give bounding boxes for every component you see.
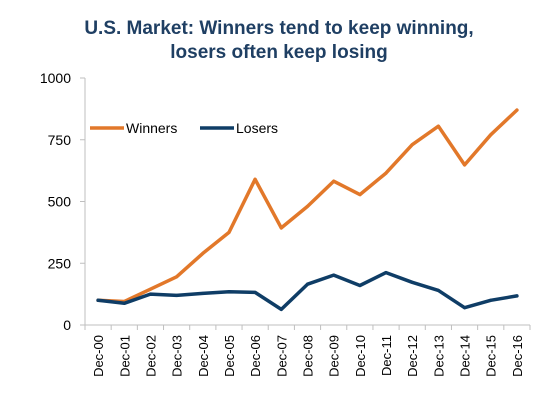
x-tick-label: Dec-14 xyxy=(458,335,473,377)
data-point-winners xyxy=(201,251,205,255)
data-point-winners xyxy=(436,124,440,128)
x-tick-label: Dec-12 xyxy=(405,335,420,377)
x-tick-label: Dec-03 xyxy=(170,335,185,377)
data-point-losers xyxy=(306,282,309,286)
x-tick-label: Dec-04 xyxy=(196,335,211,377)
data-point-losers xyxy=(122,301,126,305)
data-point-winners xyxy=(489,133,493,137)
x-tick-label: Dec-06 xyxy=(248,335,263,377)
data-point-losers xyxy=(410,280,414,284)
data-point-losers xyxy=(515,294,519,298)
x-tick-label: Dec-01 xyxy=(117,335,132,377)
legend-label-winners: Winners xyxy=(126,120,177,136)
data-point-losers xyxy=(148,292,152,296)
data-point-losers xyxy=(384,271,388,275)
data-point-winners xyxy=(175,275,179,279)
data-point-losers xyxy=(489,298,493,302)
data-point-losers xyxy=(463,306,467,310)
x-tick-label: Dec-05 xyxy=(222,335,237,377)
data-point-winners xyxy=(306,204,309,208)
x-tick-label: Dec-15 xyxy=(484,335,499,377)
data-point-winners xyxy=(227,230,231,234)
data-point-winners xyxy=(332,179,336,183)
data-point-winners xyxy=(253,177,257,181)
data-point-winners xyxy=(410,143,414,147)
y-tick-label: 500 xyxy=(48,194,72,210)
x-tick-label: Dec-13 xyxy=(431,335,446,377)
data-point-losers xyxy=(279,307,283,311)
data-point-losers xyxy=(253,290,257,294)
y-tick-label: 0 xyxy=(63,317,71,333)
data-point-winners xyxy=(463,163,467,167)
data-point-losers xyxy=(332,273,336,277)
data-point-losers xyxy=(201,291,205,295)
legend-label-losers: Losers xyxy=(236,120,278,136)
x-tick-label: Dec-09 xyxy=(327,335,342,377)
data-point-losers xyxy=(358,284,362,287)
x-tick-label: Dec-11 xyxy=(379,335,394,376)
data-point-losers xyxy=(175,293,179,297)
x-tick-label: Dec-00 xyxy=(91,335,106,377)
chart-title: U.S. Market: Winners tend to keep winnin… xyxy=(84,18,474,39)
x-tick-label: Dec-02 xyxy=(143,335,158,377)
y-tick-label: 250 xyxy=(48,255,72,271)
y-tick-label: 1000 xyxy=(40,70,71,86)
x-tick-label: Dec-08 xyxy=(301,335,316,377)
data-point-winners xyxy=(279,226,283,230)
data-point-losers xyxy=(436,288,440,292)
data-point-losers xyxy=(96,298,100,302)
data-point-winners xyxy=(515,108,519,112)
series-line-losers xyxy=(96,270,519,312)
x-tick-label: Dec-16 xyxy=(510,335,525,377)
data-point-losers xyxy=(227,290,231,294)
x-tick-label: Dec-07 xyxy=(274,335,289,377)
data-point-winners xyxy=(358,193,362,197)
data-point-winners xyxy=(148,287,152,291)
chart-subtitle: losers often keep losing xyxy=(170,42,388,63)
y-tick-label: 750 xyxy=(48,132,72,148)
x-tick-label: Dec-10 xyxy=(353,335,368,377)
data-point-winners xyxy=(384,171,388,175)
